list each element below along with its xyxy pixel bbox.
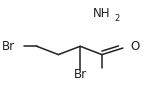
Text: O: O <box>130 40 139 53</box>
Text: Br: Br <box>2 40 15 53</box>
Text: 2: 2 <box>114 14 120 23</box>
Text: NH: NH <box>93 7 111 20</box>
Text: Br: Br <box>74 68 87 81</box>
